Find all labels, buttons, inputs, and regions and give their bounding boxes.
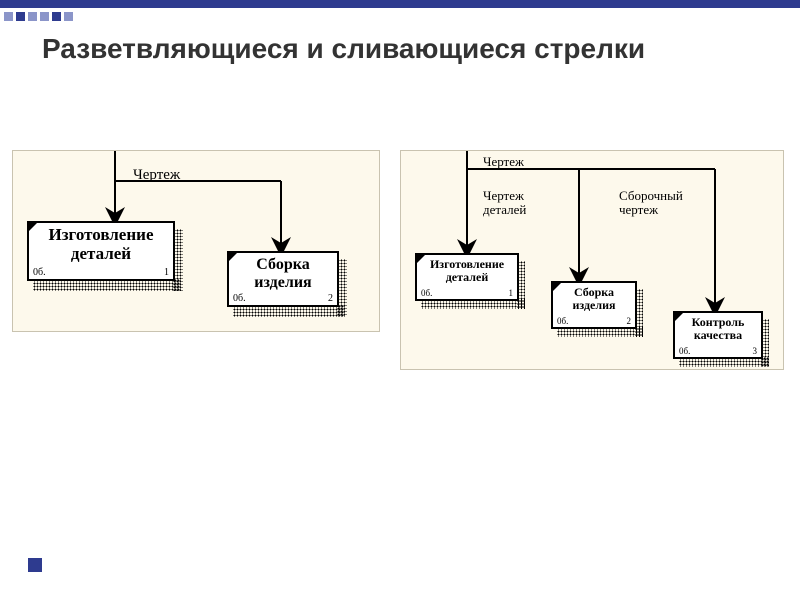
box-quality-control: Контроль качества 0б. 3: [673, 311, 763, 359]
box-footer-left: 0б.: [679, 346, 690, 356]
box-assembly-r: Сборка изделия 0б. 2: [551, 281, 637, 329]
box-footer-right: 1: [164, 267, 169, 278]
box-footer-right: 2: [328, 293, 333, 304]
box-footer-left: 0б.: [233, 293, 246, 304]
box-title: Контроль качества: [675, 313, 761, 342]
label-parts-drawing: Чертеж деталей: [483, 189, 553, 218]
label-assembly-drawing: Сборочный чертеж: [619, 189, 699, 218]
slide-top-border: [0, 0, 800, 30]
box-title: Сборка изделия: [553, 283, 635, 312]
box-footer-left: 0б.: [33, 267, 46, 278]
box-footer-left: 0б.: [421, 288, 432, 298]
box-footer-right: 2: [627, 316, 632, 326]
box-manufacture-parts: Изготовление деталей 0б. 1: [27, 221, 175, 281]
box-title: Изготовление деталей: [417, 255, 517, 284]
box-assembly: Сборка изделия 0б. 2: [227, 251, 339, 307]
diagram-right-panel: Чертеж Чертеж деталей Сборочный чертеж И…: [400, 150, 784, 370]
box-title: Изготовление деталей: [29, 223, 173, 263]
box-footer-left: 0б.: [557, 316, 568, 326]
box-title: Сборка изделия: [229, 253, 337, 291]
box-manufacture-parts-r: Изготовление деталей 0б. 1: [415, 253, 519, 301]
box-footer-right: 1: [509, 288, 514, 298]
slide-title: Разветвляющиеся и сливающиеся стрелки: [42, 32, 645, 66]
diagram-left-panel: Чертеж Изготовление деталей 0б. 1 Сборка…: [12, 150, 380, 332]
label-drawing: Чертеж: [133, 167, 180, 184]
box-footer-right: 3: [753, 346, 758, 356]
label-drawing-r: Чертеж: [483, 155, 524, 169]
slide-bottom-marker: [28, 558, 42, 572]
